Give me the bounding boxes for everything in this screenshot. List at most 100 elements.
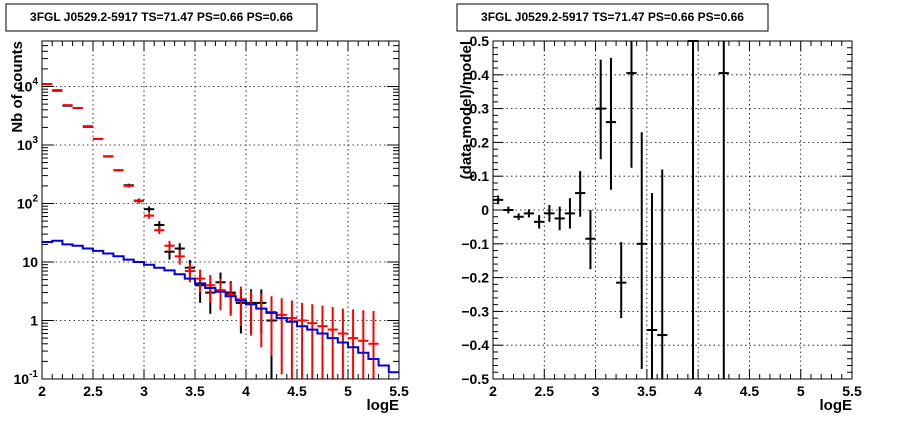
data-point: [534, 215, 545, 229]
data-point: [626, 41, 637, 168]
y-axis-label: Nb of counts: [9, 41, 26, 133]
chart-title-box: [5, 3, 318, 32]
y-tick-base: 10: [14, 371, 30, 387]
data-point: [585, 210, 596, 270]
data-point: [62, 104, 73, 107]
data-point: [52, 89, 63, 92]
data-point: [133, 198, 144, 204]
data-point: [657, 169, 668, 379]
data-point: [307, 304, 318, 379]
x-tick-label: 3: [140, 383, 148, 399]
data-point: [276, 298, 287, 375]
plot-frame: [492, 40, 853, 380]
y-tick-exponent: 3: [32, 135, 38, 146]
data-point: [286, 300, 297, 379]
x-tick-label: 5: [797, 383, 805, 399]
data-point: [123, 184, 134, 188]
data-point: [215, 279, 226, 311]
y-tick-label: 102: [17, 194, 39, 212]
data-point: [72, 106, 83, 109]
data-point: [113, 169, 124, 172]
x-tick-label: 2: [38, 383, 46, 399]
y-tick-label: 10: [22, 254, 38, 270]
data-point: [154, 226, 165, 235]
data-point: [144, 206, 155, 213]
model-step-line: [42, 239, 399, 374]
y-tick-label: 0.1: [470, 168, 490, 184]
y-tick-label: −0.1: [461, 236, 489, 252]
x-axis-label: logE: [820, 397, 853, 414]
data-point: [554, 206, 565, 231]
x-tick-label: 4.5: [287, 383, 307, 399]
y-tick-exponent: -1: [29, 369, 38, 380]
y-tick-base: 10: [22, 254, 38, 270]
y-tick-base: 1: [30, 313, 38, 329]
data-point: [718, 41, 729, 379]
data-point: [636, 132, 647, 369]
y-tick-label: 0: [481, 202, 489, 218]
x-tick-label: 3: [592, 383, 600, 399]
x-tick-label: 4: [694, 383, 702, 399]
x-tick-label: 4: [242, 383, 250, 399]
y-tick-label: 104: [17, 77, 39, 95]
data-point: [103, 155, 114, 158]
chart-title-box: [456, 3, 769, 32]
data-point: [523, 209, 535, 218]
y-tick-label: 0.4: [470, 67, 490, 83]
data-point: [368, 311, 379, 379]
x-tick-label: 2.5: [535, 383, 555, 399]
y-tick-label: 0.3: [470, 101, 490, 117]
x-tick-label: 3.5: [185, 383, 205, 399]
x-tick-label: 4.5: [740, 383, 760, 399]
y-tick-label: 0.5: [470, 33, 490, 49]
y-axis-label: (data-model)/model: [458, 41, 475, 179]
data-point: [513, 213, 524, 221]
x-tick-label: 3.5: [637, 383, 657, 399]
data-point: [646, 193, 658, 379]
data-point: [503, 206, 514, 214]
y-tick-label: 103: [17, 135, 39, 153]
x-tick-label: 5.5: [842, 383, 862, 399]
data-point: [317, 305, 328, 379]
data-point: [82, 125, 93, 128]
x-axis-label: logE: [367, 397, 400, 414]
y-tick-base: 10: [17, 196, 33, 212]
data-point: [358, 310, 369, 379]
y-tick-label: −0.3: [461, 303, 489, 319]
y-tick-exponent: 4: [32, 77, 38, 88]
data-point: [144, 212, 155, 219]
data-point: [246, 290, 257, 336]
data-point: [327, 307, 338, 379]
x-tick-label: 2.5: [83, 383, 103, 399]
data-point: [595, 59, 606, 160]
plot-frame: [41, 40, 400, 380]
x-tick-label: 5: [344, 383, 352, 399]
data-point: [235, 286, 246, 327]
y-tick-base: 10: [17, 79, 33, 95]
data-point: [256, 293, 267, 348]
data-point: [616, 242, 627, 319]
chart-title: 3FGL J0529.2-5917 TS=71.47 PS=0.66 PS=0.…: [481, 10, 744, 24]
data-point: [564, 198, 576, 229]
data-point: [544, 204, 555, 222]
y-tick-base: 10: [17, 137, 33, 153]
data-point: [493, 195, 504, 205]
residuals-panel: 3FGL J0529.2-5917 TS=71.47 PS=0.66 PS=0.…: [456, 3, 862, 414]
data-point: [266, 296, 277, 356]
data-point: [575, 171, 586, 217]
x-tick-label: 5.5: [389, 383, 409, 399]
x-tick-label: 2: [489, 383, 497, 399]
data-point: [297, 302, 308, 379]
data-point: [348, 309, 359, 379]
data-point: [195, 269, 206, 293]
data-point: [164, 240, 175, 252]
y-tick-label: −0.4: [461, 337, 489, 353]
y-tick-label: 0.2: [470, 134, 490, 150]
data-point: [93, 137, 104, 140]
data-point: [174, 250, 185, 265]
y-tick-label: 1: [30, 313, 38, 329]
y-tick-label: 10-1: [14, 369, 39, 387]
data-point: [225, 282, 236, 316]
